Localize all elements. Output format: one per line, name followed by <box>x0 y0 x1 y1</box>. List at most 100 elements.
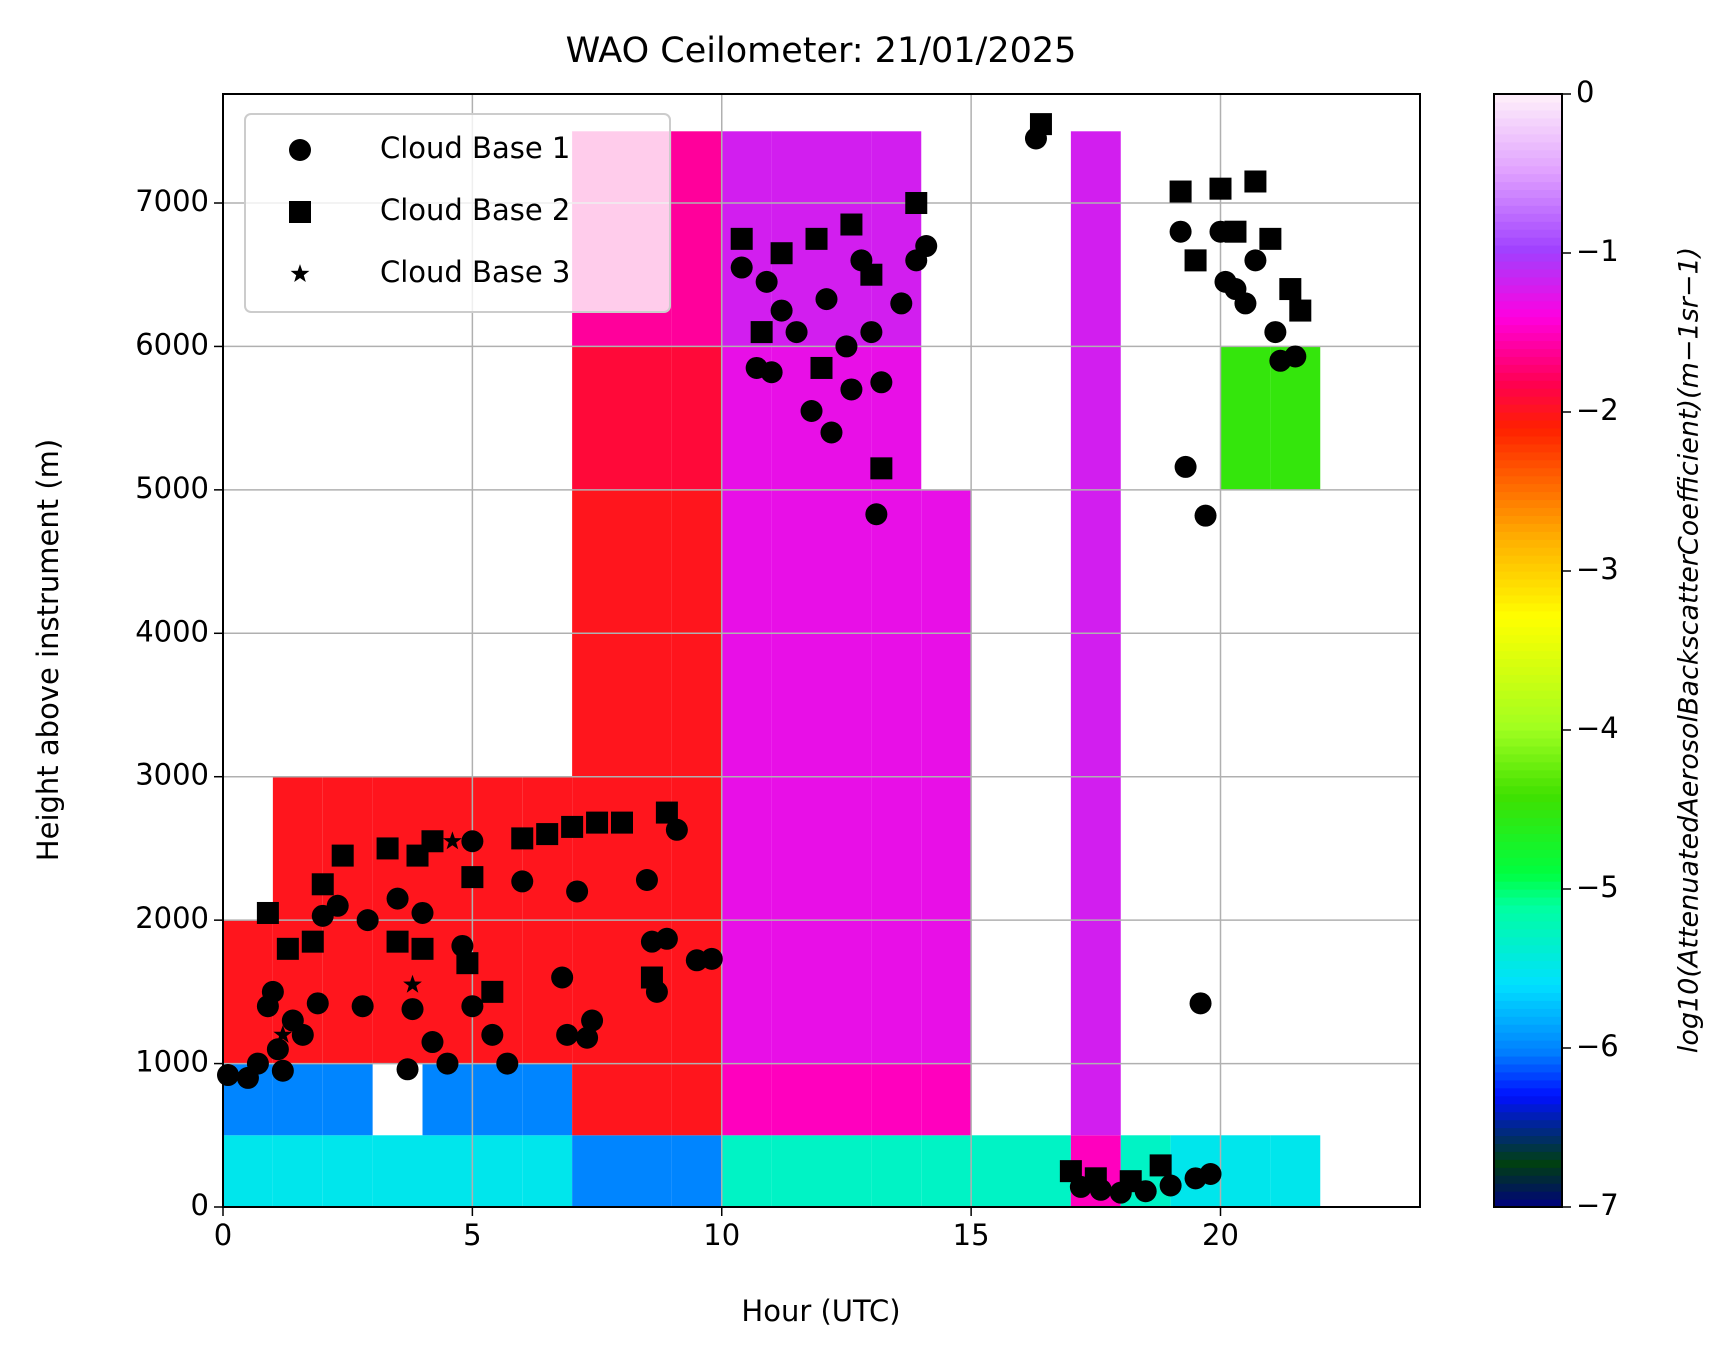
colorbar-segment <box>1494 483 1562 493</box>
colorbar-segment <box>1494 896 1562 906</box>
colorbar-segment <box>1494 221 1562 230</box>
colorbar-segment <box>1494 912 1562 922</box>
heatmap-cell <box>771 776 822 921</box>
colorbar-segment <box>1494 300 1562 310</box>
colorbar-segment <box>1494 1151 1562 1160</box>
colorbar-segment <box>1494 364 1562 373</box>
cloud-base-point <box>261 980 284 1003</box>
colorbar-segment <box>1494 610 1562 620</box>
cloud-base-point <box>1159 1174 1182 1197</box>
colorbar-segment <box>1494 388 1562 397</box>
cloud-base-point <box>216 1064 239 1087</box>
cloud-base-point <box>655 801 678 824</box>
heatmap-cell <box>771 1063 822 1136</box>
heatmap-cell <box>721 1063 772 1136</box>
x-axis-label: Hour (UTC) <box>741 1294 900 1328</box>
cloud-base-point <box>276 937 299 960</box>
colorbar-segment <box>1494 253 1562 262</box>
legend-label: Cloud Base 3 <box>380 255 570 289</box>
cloud-base-point <box>915 235 938 258</box>
cloud-base-point <box>1224 220 1247 243</box>
heatmap-cell <box>721 1135 772 1207</box>
colorbar-segment <box>1494 491 1562 501</box>
colorbar-segment <box>1494 117 1562 127</box>
x-tick-label: 20 <box>1202 1218 1239 1252</box>
colorbar-segment <box>1494 841 1562 850</box>
colorbar-tick-label: −6 <box>1576 1029 1619 1063</box>
colorbar-segment <box>1494 260 1562 270</box>
cloud-base-point <box>730 256 753 279</box>
colorbar-segment <box>1494 976 1562 985</box>
heatmap-cell <box>522 1135 573 1207</box>
cloud-base-point <box>551 966 574 989</box>
colorbar-segment <box>1494 881 1562 890</box>
cloud-base-point <box>655 927 678 950</box>
colorbar-segment <box>1494 785 1562 795</box>
colorbar-segment <box>1494 578 1562 588</box>
colorbar-segment <box>1494 1111 1562 1121</box>
heatmap-cell <box>671 776 722 921</box>
cloud-base-point <box>785 321 808 344</box>
colorbar-segment <box>1494 563 1562 572</box>
cloud-base-point <box>511 870 534 893</box>
colorbar-segment <box>1494 101 1562 111</box>
colorbar-segment <box>1494 1199 1562 1208</box>
heatmap-cell <box>771 633 822 777</box>
heatmap-cell <box>322 1135 373 1207</box>
colorbar-segment <box>1494 1079 1562 1089</box>
cloud-base-point <box>561 815 584 838</box>
colorbar-segment <box>1494 1119 1562 1129</box>
heatmap-cell <box>671 920 722 1064</box>
cloud-base-point <box>1169 180 1192 203</box>
y-tick-label: 5000 <box>135 471 209 505</box>
cloud-base-point <box>256 901 279 924</box>
heatmap-cell <box>871 776 922 921</box>
cloud-base-point <box>266 1038 289 1061</box>
heatmap-cell <box>871 1135 922 1207</box>
colorbar-segment <box>1494 507 1562 516</box>
colorbar-segment <box>1494 1183 1562 1192</box>
heatmap-cell <box>1220 1135 1271 1207</box>
colorbar-segment <box>1494 650 1562 660</box>
colorbar-segment <box>1494 817 1562 826</box>
colorbar-segment <box>1494 332 1562 342</box>
colorbar-segment <box>1494 1000 1562 1009</box>
cloud-base-point <box>351 995 374 1018</box>
heatmap-cell <box>921 633 972 777</box>
colorbar-segment <box>1494 1071 1562 1081</box>
colorbar-segment <box>1494 857 1562 866</box>
x-tick-label: 0 <box>214 1218 232 1252</box>
colorbar-segment <box>1494 626 1562 636</box>
cloud-base-point <box>356 909 379 932</box>
colorbar-segment <box>1494 722 1562 731</box>
cloud-base-point <box>301 930 324 953</box>
legend-label: Cloud Base 1 <box>380 131 570 165</box>
colorbar-segment <box>1494 555 1562 564</box>
cloud-base-point <box>890 292 913 315</box>
colorbar-segment <box>1494 761 1562 771</box>
cloud-base-point <box>376 837 399 860</box>
heatmap-cell <box>671 1135 722 1207</box>
cloud-base-point <box>411 937 434 960</box>
cloud-base-point <box>815 288 838 311</box>
cloud-base-point <box>1119 1170 1142 1193</box>
colorbar-segment <box>1494 308 1562 318</box>
cloud-base-point <box>396 1058 419 1081</box>
cloud-base-point <box>870 457 893 480</box>
cloud-base-point <box>1174 455 1197 478</box>
cloud-base-point <box>820 421 843 444</box>
cloud-base-point <box>443 831 462 850</box>
colorbar-segment <box>1494 316 1562 326</box>
cloud-base-point <box>810 356 833 379</box>
heatmap-cell <box>721 489 772 634</box>
cloud-base-point <box>635 868 658 891</box>
cloud-base-point <box>755 270 778 293</box>
heatmap-cell <box>771 920 822 1064</box>
heatmap-cell <box>671 633 722 777</box>
colorbar-segment <box>1494 419 1562 429</box>
colorbar-segment <box>1494 1008 1562 1017</box>
cloud-base-point <box>770 299 793 322</box>
colorbar-segment <box>1494 1143 1562 1152</box>
heatmap-cell <box>1070 920 1121 1064</box>
